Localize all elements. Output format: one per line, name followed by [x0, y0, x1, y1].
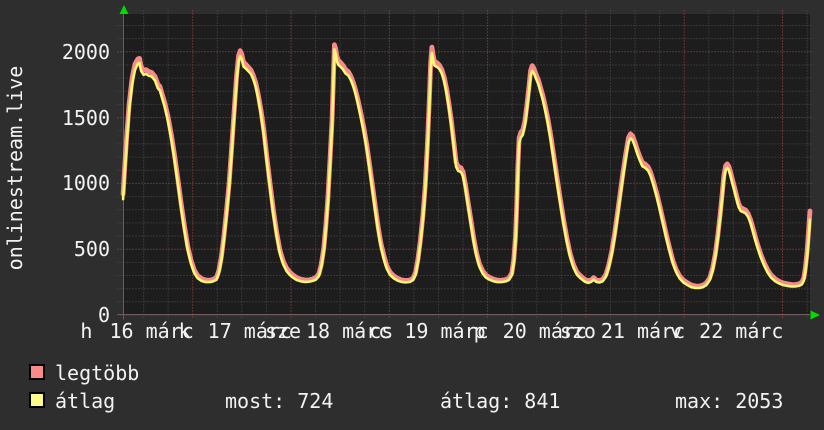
- x-axis-date-label: 17 márc: [207, 319, 292, 343]
- legend-label-legtobb: legtöbb: [55, 361, 140, 385]
- y-axis-label: 1000: [61, 171, 110, 195]
- x-axis-date-label: 16 márc: [109, 319, 194, 343]
- y-axis-label: 2000: [61, 40, 110, 64]
- y-axis-label: 0: [97, 303, 110, 327]
- legend-label-atlag: átlag: [55, 389, 116, 413]
- x-axis-day-letter: sze: [264, 319, 302, 343]
- grid-major: [117, 10, 814, 320]
- stat-max: max: 2053: [675, 389, 784, 413]
- x-axis-right-arrow: [810, 310, 820, 320]
- x-axis-date-label: 20 márc: [502, 319, 587, 343]
- series-legtobb-line: [120, 42, 813, 289]
- x-axis-day-letter: szo: [559, 319, 596, 343]
- x-axis-day-letter: k: [178, 319, 191, 343]
- x-axis-day-letter: v: [670, 319, 683, 343]
- stat-atlag: átlag: 841: [440, 389, 561, 413]
- x-axis-day-letter: h: [80, 319, 93, 343]
- legend-swatch-legtobb: [29, 364, 45, 380]
- legend-swatch-atlag: [29, 392, 45, 408]
- x-axis-date-label: 21 márc: [600, 319, 686, 343]
- x-axis-day-letter: cs: [369, 319, 394, 343]
- x-axis-date-label: 18 márc: [305, 319, 391, 343]
- grid-minor: [117, 10, 814, 320]
- stat-most: most: 724: [225, 389, 334, 413]
- plot-area: [123, 14, 810, 315]
- y-axis-label: 1500: [61, 106, 110, 130]
- series-atlag-line: [121, 48, 812, 290]
- y-axis-label: 500: [73, 237, 110, 261]
- x-axis-date-label: 19 márc: [404, 319, 489, 343]
- y-axis-up-arrow: [119, 5, 129, 14]
- x-axis-date-label: 22 márc: [699, 319, 784, 343]
- x-axis-day-letter: p: [473, 319, 486, 343]
